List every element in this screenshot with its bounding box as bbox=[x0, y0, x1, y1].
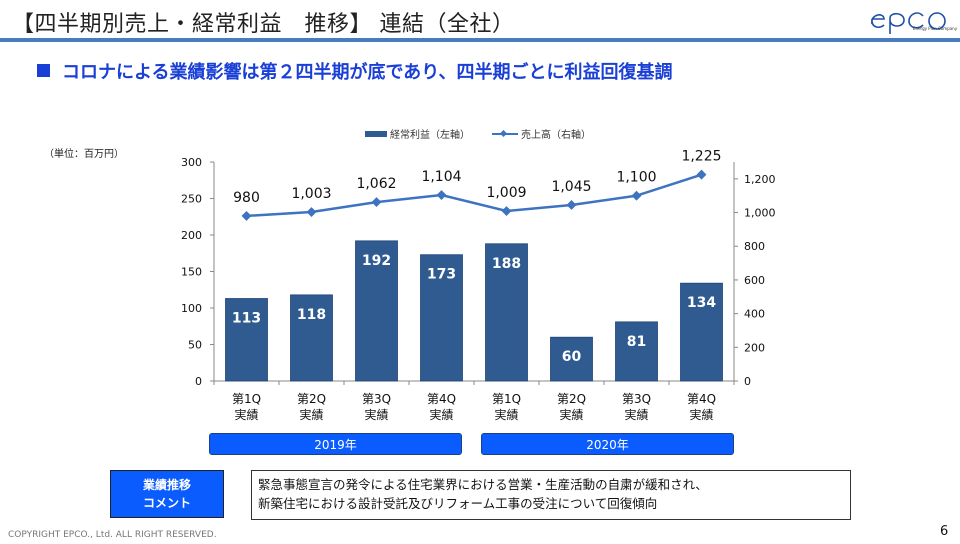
bar-label-2: 192 bbox=[362, 253, 391, 269]
category-label-7-0: 第4Q bbox=[687, 392, 716, 406]
bar-6 bbox=[615, 321, 658, 382]
sales-point-5 bbox=[566, 200, 577, 210]
comment-label: 業績推移 コメント bbox=[110, 470, 224, 518]
comment-label-line2: コメント bbox=[142, 496, 191, 510]
legend-line-label: 売上高（右軸） bbox=[521, 130, 591, 141]
chart-legend: 経常利益（左軸） 売上高（右軸） bbox=[365, 126, 591, 141]
sales-label-7: 1,225 bbox=[681, 149, 721, 165]
category-label-1-1: 実績 bbox=[299, 407, 323, 422]
left-axis-tick-label: 100 bbox=[181, 302, 202, 315]
sales-label-5: 1,045 bbox=[551, 179, 591, 195]
right-axis-tick-label: 400 bbox=[744, 308, 765, 321]
year-group-2020: 2020年 bbox=[481, 433, 734, 455]
right-axis-tick-label: 1,200 bbox=[744, 173, 776, 186]
bar-label-7: 134 bbox=[687, 295, 716, 311]
sales-point-4 bbox=[501, 206, 512, 216]
bar-7 bbox=[680, 282, 723, 382]
category-label-3-1: 実績 bbox=[429, 407, 453, 422]
right-axis-tick-label: 200 bbox=[744, 341, 765, 354]
bar-4 bbox=[485, 243, 528, 382]
sales-point-1 bbox=[306, 207, 317, 217]
right-axis-tick-label: 800 bbox=[744, 240, 765, 253]
page-title: 【四半期別売上・経常利益 推移】 連結（全社） bbox=[12, 12, 515, 37]
headline-text: コロナによる業績影響は第２四半期が底であり、四半期ごとに利益回復基調 bbox=[62, 62, 673, 83]
left-axis-tick-label: 150 bbox=[181, 266, 202, 279]
bar-label-4: 188 bbox=[492, 256, 521, 272]
category-label-1-0: 第2Q bbox=[297, 392, 326, 406]
bar-1 bbox=[290, 294, 333, 382]
comment-text-line1: 緊急事態宣言の発令による住宅業界における営業・生産活動の自粛が緩和され、 bbox=[258, 477, 708, 492]
sales-label-2: 1,062 bbox=[356, 176, 396, 192]
title-divider bbox=[0, 38, 960, 42]
category-label-4-1: 実績 bbox=[494, 407, 518, 422]
legend-bar-swatch bbox=[365, 130, 387, 137]
right-axis-tick-label: 1,000 bbox=[744, 207, 776, 220]
category-label-6-1: 実績 bbox=[624, 407, 648, 422]
left-axis-tick-label: 0 bbox=[195, 375, 202, 388]
left-axis-tick-label: 300 bbox=[181, 156, 202, 169]
sales-label-3: 1,104 bbox=[421, 169, 461, 185]
sales-label-4: 1,009 bbox=[486, 185, 526, 201]
bar-label-6: 81 bbox=[627, 334, 646, 350]
bar-2 bbox=[355, 240, 398, 382]
category-label-2-1: 実績 bbox=[364, 407, 388, 422]
bar-3 bbox=[420, 254, 463, 382]
year-group-2019: 2019年 bbox=[209, 433, 462, 455]
sales-point-7 bbox=[696, 169, 707, 180]
right-axis-tick-label: 600 bbox=[744, 274, 765, 287]
category-label-7-1: 実績 bbox=[689, 407, 713, 422]
sales-label-1: 1,003 bbox=[291, 186, 331, 202]
comment-text-line2: 新築住宅における設計受託及びリフォーム工事の受注について回復傾向 bbox=[258, 496, 658, 511]
copyright: COPYRIGHT EPCO., Ltd. ALL RIGHT RESERVED… bbox=[8, 530, 217, 540]
sales-line bbox=[246, 173, 702, 218]
legend-bar-label: 経常利益（左軸） bbox=[390, 130, 470, 141]
comment-label-line1: 業績推移 bbox=[142, 478, 191, 492]
sales-label-0: 980 bbox=[233, 190, 260, 206]
sales-point-2 bbox=[371, 197, 382, 208]
category-label-2-0: 第3Q bbox=[362, 392, 391, 406]
square-bullet-icon bbox=[37, 64, 50, 77]
category-label-5-0: 第2Q bbox=[557, 392, 586, 406]
right-axis-tick-label: 0 bbox=[744, 375, 751, 388]
bar-5 bbox=[550, 336, 593, 382]
category-label-0-0: 第1Q bbox=[232, 392, 261, 406]
left-axis-tick-label: 250 bbox=[181, 193, 202, 206]
legend-line-swatch bbox=[492, 130, 518, 138]
category-label-0-1: 実績 bbox=[234, 407, 258, 422]
category-label-5-1: 実績 bbox=[559, 407, 583, 422]
headline: コロナによる業績影響は第２四半期が底であり、四半期ごとに利益回復基調 bbox=[37, 58, 673, 84]
bar-label-1: 118 bbox=[297, 307, 326, 323]
left-axis-tick-label: 200 bbox=[181, 229, 202, 242]
sales-point-0 bbox=[241, 210, 252, 221]
comment-box: 緊急事態宣言の発令による住宅業界における営業・生産活動の自粛が緩和され、 新築住… bbox=[251, 470, 851, 520]
logo-tagline: Energy Plan Company bbox=[913, 26, 958, 31]
bar-label-5: 60 bbox=[562, 349, 582, 365]
category-label-3-0: 第4Q bbox=[427, 392, 456, 406]
page-number: 6 bbox=[940, 524, 949, 539]
bar-0 bbox=[225, 298, 268, 382]
sales-label-6: 1,100 bbox=[616, 170, 656, 186]
bar-label-3: 173 bbox=[427, 267, 456, 283]
epco-logo bbox=[871, 12, 946, 34]
left-axis-tick-label: 50 bbox=[188, 339, 202, 352]
sales-point-6 bbox=[631, 190, 642, 201]
category-label-4-0: 第1Q bbox=[492, 392, 521, 406]
unit-label: （単位：百万円） bbox=[44, 149, 124, 160]
sales-point-3 bbox=[436, 190, 447, 200]
category-label-6-0: 第3Q bbox=[622, 392, 651, 406]
bar-label-0: 113 bbox=[232, 311, 261, 327]
